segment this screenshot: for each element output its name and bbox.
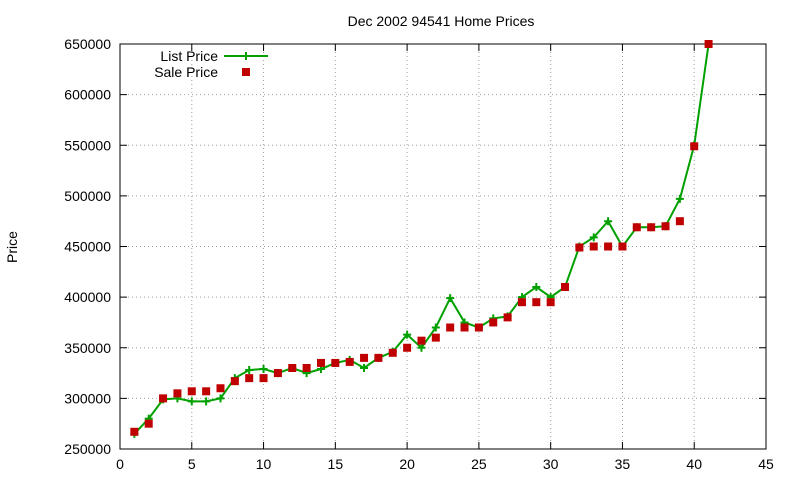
- data-point-square: [273, 369, 282, 378]
- axis-ticks: 250000 300000 350000 400000 450000 500000 5500…: [64, 36, 774, 472]
- data-point-square: [216, 384, 225, 393]
- legend-swatch-plus: [242, 52, 250, 60]
- data-point-square: [661, 222, 670, 231]
- series-sale-price: [130, 40, 713, 436]
- data-point-square: [259, 374, 268, 383]
- data-point-square: [690, 142, 699, 151]
- x-tick-label: 30: [543, 456, 559, 472]
- x-tick-label: 25: [471, 456, 487, 472]
- data-point-square: [517, 298, 526, 307]
- data-point-plus: [589, 233, 598, 242]
- x-tick-label: 20: [399, 456, 415, 472]
- data-point-square: [632, 223, 641, 232]
- data-point-square: [316, 358, 325, 367]
- x-tick-label: 10: [256, 456, 272, 472]
- data-point-plus: [202, 397, 211, 406]
- y-tick-label: 600000: [64, 87, 111, 103]
- data-point-square: [532, 298, 541, 307]
- data-point-square: [144, 419, 153, 428]
- data-point-square: [431, 333, 440, 342]
- data-point-square: [374, 353, 383, 362]
- data-point-plus: [446, 294, 455, 303]
- series-line: [133, 43, 710, 435]
- chart-title: Dec 2002 94541 Home Prices: [348, 13, 535, 29]
- data-point-square: [388, 348, 397, 357]
- data-point-square: [489, 318, 498, 327]
- x-tick-label: 0: [116, 456, 124, 472]
- x-tick-label: 45: [758, 456, 774, 472]
- y-tick-label: 350000: [64, 340, 111, 356]
- y-tick-label: 400000: [64, 289, 111, 305]
- data-point-plus: [532, 283, 541, 291]
- data-point-square: [503, 313, 512, 322]
- data-point-square: [173, 389, 182, 398]
- y-tick-label: 650000: [64, 36, 111, 52]
- data-point-square: [604, 242, 613, 251]
- y-tick-label: 500000: [64, 188, 111, 204]
- data-point-plus: [360, 364, 369, 372]
- data-point-square: [417, 336, 426, 345]
- data-point-square: [474, 323, 483, 332]
- y-tick-label: 250000: [64, 441, 111, 457]
- data-point-square: [460, 323, 469, 332]
- x-tick-label: 40: [686, 456, 702, 472]
- data-point-square: [245, 374, 254, 383]
- y-tick-label: 300000: [64, 390, 111, 406]
- data-point-square: [546, 298, 555, 307]
- data-point-square: [618, 242, 627, 251]
- legend-label-sale-price: Sale Price: [154, 64, 218, 80]
- data-point-plus: [245, 366, 254, 375]
- data-point-square: [230, 377, 239, 386]
- x-tick-label: 35: [615, 456, 631, 472]
- data-point-plus: [675, 194, 684, 203]
- data-point-square: [403, 343, 412, 352]
- data-point-square: [288, 364, 297, 372]
- legend-swatch-square: [242, 68, 250, 76]
- x-tick-label: 15: [328, 456, 344, 472]
- data-point-square: [446, 323, 455, 332]
- data-point-square: [187, 387, 196, 396]
- data-point-plus: [403, 330, 412, 339]
- y-tick-label: 550000: [64, 137, 111, 153]
- data-point-plus: [259, 365, 268, 374]
- series-layer: [130, 40, 713, 438]
- y-axis-label: Price: [4, 231, 20, 263]
- legend-label-list-price: List Price: [160, 48, 218, 64]
- data-point-square: [575, 243, 584, 252]
- data-point-square: [360, 353, 369, 362]
- data-point-square: [704, 40, 713, 48]
- data-point-square: [345, 357, 354, 366]
- data-point-plus: [216, 394, 225, 403]
- data-point-square: [331, 358, 340, 367]
- data-point-plus: [431, 323, 440, 332]
- data-point-square: [589, 242, 598, 251]
- data-point-plus: [604, 217, 613, 226]
- x-tick-label: 5: [188, 456, 196, 472]
- data-point-square: [675, 217, 684, 226]
- data-point-square: [130, 427, 139, 436]
- y-tick-label: 450000: [64, 239, 111, 255]
- data-point-square: [561, 283, 570, 291]
- data-point-square: [202, 387, 211, 396]
- data-point-plus: [187, 397, 196, 406]
- data-point-square: [302, 364, 311, 372]
- series-list-price: [130, 40, 713, 438]
- data-point-plus: [417, 343, 426, 352]
- data-point-square: [647, 223, 656, 232]
- data-point-square: [159, 394, 168, 403]
